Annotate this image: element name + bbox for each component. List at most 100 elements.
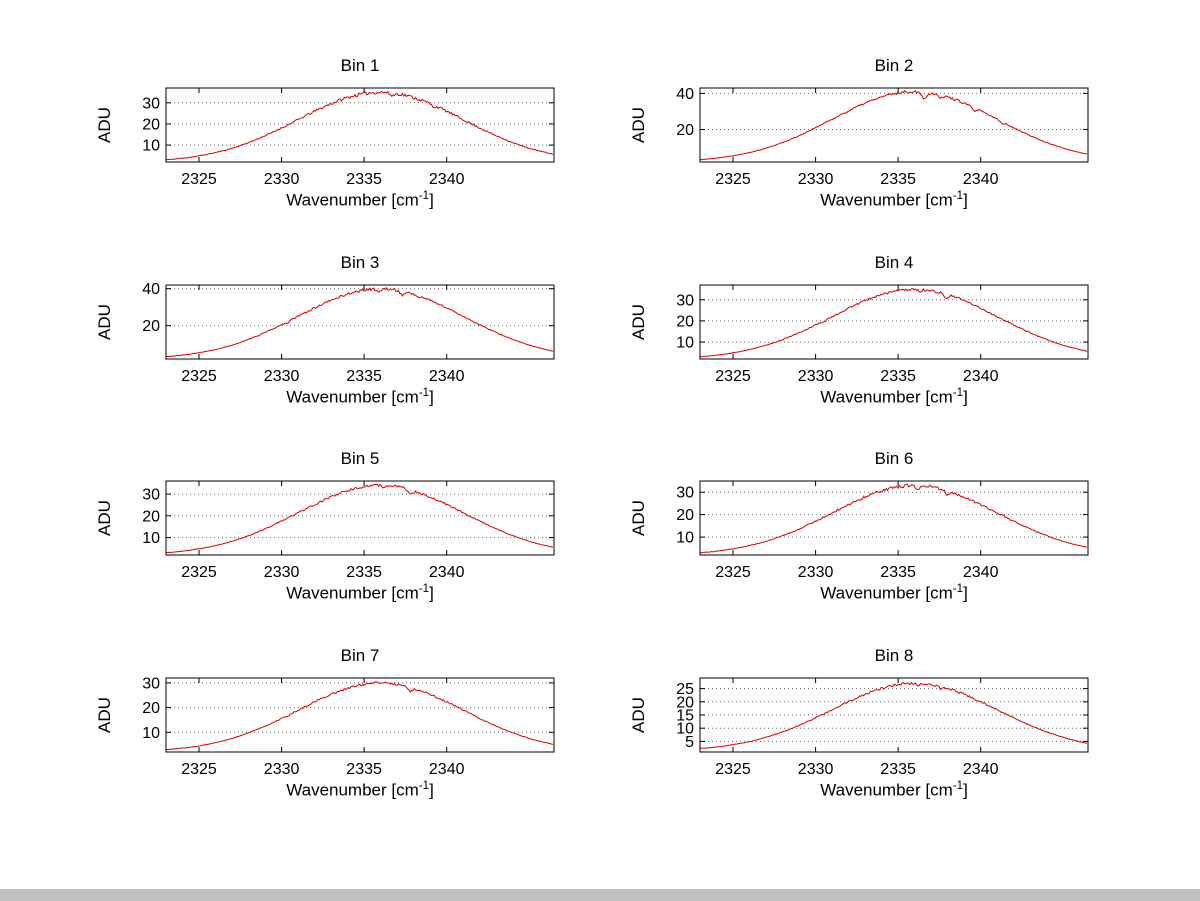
x-tick-label: 2335 — [346, 564, 382, 581]
subplot-bin-5: Bin 5 ADU 2325 2330 2335 2340 10 20 30 Wavenum… — [95, 443, 565, 615]
x-tick-label: 2335 — [880, 171, 916, 188]
y-tick-label: 5 — [685, 734, 694, 751]
y-tick-label: 10 — [676, 335, 694, 352]
subplot-bin-4: Bin 4 ADU 2325 2330 2335 2340 10 20 30 Wavenum… — [629, 247, 1099, 419]
spectrum-curve — [700, 90, 1088, 161]
x-tick-label: 2330 — [798, 761, 834, 778]
x-axis-label: Wavenumber [cm-1] — [700, 583, 1088, 609]
subplot-bin-7: Bin 7 ADU 2325 2330 2335 2340 10 20 30 Wavenum… — [95, 640, 565, 812]
y-tick-label: 20 — [676, 694, 694, 711]
y-tick-label: 20 — [676, 313, 694, 330]
x-tick-label: 2330 — [264, 368, 300, 385]
x-axis-label-text: Wavenumber [cm — [286, 583, 419, 603]
x-axis-label-superscript: -1 — [418, 583, 430, 595]
x-axis-label-close: ] — [429, 190, 434, 210]
axis-box — [165, 677, 555, 753]
spectrum-curve — [700, 681, 1088, 749]
x-tick-label: 2335 — [880, 368, 916, 385]
x-tick-label: 2330 — [798, 564, 834, 581]
x-tick-label: 2340 — [429, 368, 465, 385]
subplot-bin-6: Bin 6 ADU 2325 2330 2335 2340 10 20 30 Wavenum… — [629, 443, 1099, 615]
x-tick-label: 2325 — [715, 368, 751, 385]
y-tick-label: 20 — [676, 122, 694, 139]
x-axis-label-text: Wavenumber [cm — [286, 387, 419, 407]
x-tick-label: 2340 — [963, 761, 999, 778]
plot-area-bin-2: 2325 2330 2335 2340 20 40 — [676, 86, 1089, 188]
plot-title: Bin 2 — [874, 56, 914, 75]
y-tick-label: 20 — [142, 700, 160, 717]
x-tick-label: 2335 — [880, 564, 916, 581]
y-tick-label: 25 — [676, 681, 694, 698]
plot-title: Bin 7 — [340, 646, 380, 665]
x-axis-label-text: Wavenumber [cm — [286, 190, 419, 210]
x-tick-label: 2325 — [181, 564, 217, 581]
plot-title: Bin 4 — [874, 253, 914, 272]
plot-title: Bin 3 — [340, 253, 380, 272]
plot-area-bin-7: 2325 2330 2335 2340 10 20 30 — [142, 675, 555, 778]
axis-box — [165, 480, 555, 556]
plot-area-bin-5: 2325 2330 2335 2340 10 20 30 — [142, 480, 555, 581]
x-tick-label: 2335 — [346, 368, 382, 385]
x-axis-label-superscript: -1 — [952, 387, 964, 399]
x-axis-label-close: ] — [429, 583, 434, 603]
x-axis-label-text: Wavenumber [cm — [820, 190, 953, 210]
x-axis-label: Wavenumber [cm-1] — [700, 780, 1088, 806]
x-tick-label: 2325 — [715, 171, 751, 188]
y-tick-label: 40 — [142, 281, 160, 298]
subplot-bin-1: Bin 1 ADU 2325 2330 2335 2340 10 20 30 Wavenum… — [95, 50, 565, 222]
y-tick-label: 10 — [676, 721, 694, 738]
x-axis-label: Wavenumber [cm-1] — [166, 780, 554, 806]
x-axis-label-superscript: -1 — [952, 583, 964, 595]
x-axis-label: Wavenumber [cm-1] — [166, 190, 554, 216]
y-tick-label: 10 — [142, 725, 160, 742]
x-tick-label: 2325 — [715, 761, 751, 778]
x-axis-label-close: ] — [963, 583, 968, 603]
y-tick-label: 20 — [142, 116, 160, 133]
x-tick-label: 2330 — [264, 564, 300, 581]
spectrum-curve — [166, 483, 554, 554]
x-axis-label-superscript: -1 — [418, 190, 430, 202]
y-tick-label: 10 — [676, 530, 694, 547]
axis-box — [699, 284, 1089, 360]
plot-area-bin-1: 2325 2330 2335 2340 10 20 30 — [142, 87, 555, 188]
plot-area-bin-6: 2325 2330 2335 2340 10 20 30 — [676, 480, 1089, 581]
y-tick-label: 20 — [142, 508, 160, 525]
subplot-bin-3: Bin 3 ADU 2325 2330 2335 2340 20 40 Wavenumbe… — [95, 247, 565, 419]
x-axis-label-close: ] — [963, 387, 968, 407]
x-axis-label-close: ] — [429, 780, 434, 800]
axis-box — [699, 677, 1089, 753]
x-axis-label-close: ] — [963, 780, 968, 800]
axis-box — [165, 284, 555, 360]
x-tick-label: 2330 — [798, 368, 834, 385]
y-tick-label: 20 — [142, 318, 160, 335]
plot-title: Bin 8 — [874, 646, 914, 665]
y-tick-label: 10 — [142, 530, 160, 547]
x-axis-label: Wavenumber [cm-1] — [700, 387, 1088, 413]
x-tick-label: 2325 — [715, 564, 751, 581]
x-axis-label-text: Wavenumber [cm — [286, 780, 419, 800]
y-tick-label: 30 — [676, 485, 694, 502]
x-axis-label-superscript: -1 — [418, 387, 430, 399]
x-axis-label-text: Wavenumber [cm — [820, 583, 953, 603]
subplot-bin-8: Bin 8 ADU 2325 2330 2335 2340 5 10 15 20 25 Wave… — [629, 640, 1099, 812]
axis-box — [699, 87, 1089, 163]
y-tick-label: 30 — [676, 292, 694, 309]
y-tick-label: 15 — [676, 708, 694, 725]
plot-title: Bin 1 — [340, 56, 380, 75]
spectrum-curve — [700, 483, 1088, 554]
y-tick-label: 30 — [142, 675, 160, 692]
x-axis-label-text: Wavenumber [cm — [820, 780, 953, 800]
x-tick-label: 2340 — [963, 368, 999, 385]
spectrum-curve — [166, 286, 554, 358]
x-tick-label: 2335 — [880, 761, 916, 778]
x-axis-label: Wavenumber [cm-1] — [700, 190, 1088, 216]
x-axis-label-close: ] — [963, 190, 968, 210]
y-tick-label: 40 — [676, 86, 694, 103]
x-tick-label: 2325 — [181, 171, 217, 188]
y-tick-label: 10 — [142, 138, 160, 155]
x-tick-label: 2340 — [429, 171, 465, 188]
y-tick-label: 20 — [676, 507, 694, 524]
x-tick-label: 2340 — [429, 761, 465, 778]
